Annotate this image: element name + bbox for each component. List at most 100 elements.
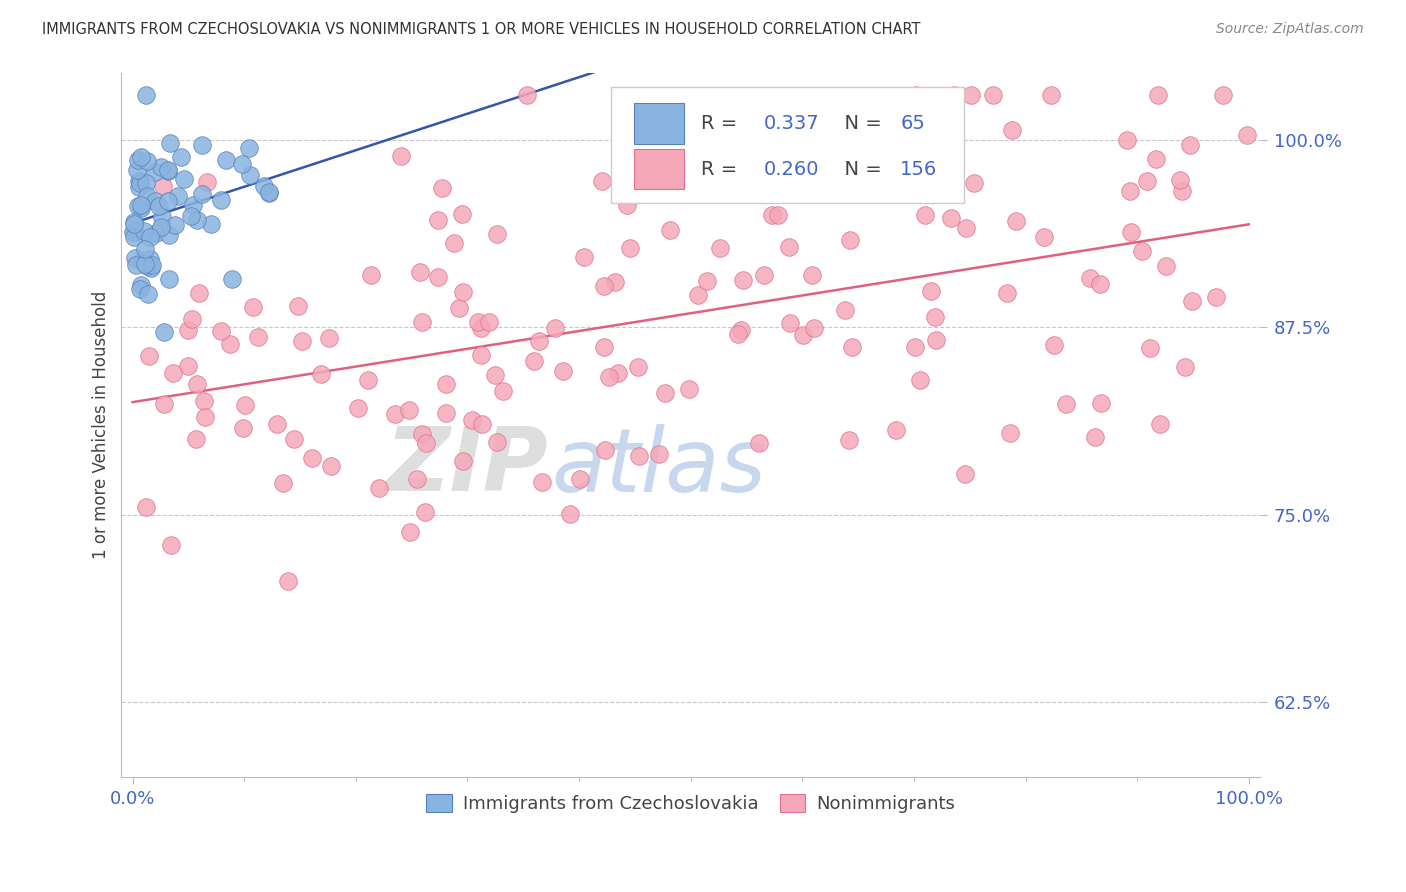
Point — [558, 507, 581, 521]
Point — [725, 98, 748, 112]
Point — [592, 279, 614, 293]
Point — [127, 199, 149, 213]
Point — [627, 359, 650, 374]
Point — [319, 458, 342, 473]
Point — [360, 268, 382, 282]
Point — [149, 160, 172, 174]
Point — [522, 354, 544, 368]
Point — [606, 366, 628, 380]
Point — [190, 187, 212, 202]
Point — [194, 409, 217, 424]
Text: IMMIGRANTS FROM CZECHOSLOVAKIA VS NONIMMIGRANTS 1 OR MORE VEHICLES IN HOUSEHOLD : IMMIGRANTS FROM CZECHOSLOVAKIA VS NONIMM… — [42, 22, 921, 37]
Point — [436, 376, 458, 391]
Point — [136, 154, 159, 169]
Point — [135, 259, 157, 273]
Text: N =: N = — [832, 114, 887, 133]
Point — [301, 451, 323, 466]
Point — [152, 397, 174, 411]
Point — [170, 150, 193, 164]
Text: atlas: atlas — [551, 424, 766, 510]
Point — [924, 333, 946, 347]
Point — [242, 300, 264, 314]
Point — [135, 189, 157, 203]
Point — [399, 524, 422, 539]
Point — [470, 417, 492, 431]
Point — [143, 165, 166, 179]
Point — [914, 209, 936, 223]
Point — [516, 88, 538, 103]
Point — [696, 273, 718, 287]
Point — [239, 168, 262, 182]
Point — [1119, 184, 1142, 198]
Point — [1078, 271, 1101, 285]
Point — [181, 312, 204, 326]
Point — [150, 210, 173, 224]
Point — [731, 273, 754, 287]
Point — [209, 193, 232, 207]
Point — [357, 374, 380, 388]
Point — [291, 334, 314, 348]
Point — [1088, 277, 1111, 291]
Point — [141, 258, 163, 272]
Point — [150, 219, 173, 234]
Point — [157, 272, 180, 286]
Point — [1032, 229, 1054, 244]
Text: Source: ZipAtlas.com: Source: ZipAtlas.com — [1216, 22, 1364, 37]
Point — [1156, 259, 1178, 273]
Point — [1139, 342, 1161, 356]
Point — [430, 181, 453, 195]
Point — [1056, 397, 1078, 411]
Point — [627, 449, 650, 463]
Point — [139, 252, 162, 266]
Point — [195, 175, 218, 189]
Point — [834, 302, 856, 317]
Point — [129, 201, 152, 215]
Point — [129, 282, 152, 296]
Text: 65: 65 — [900, 114, 925, 133]
Point — [166, 189, 188, 203]
Text: R =: R = — [702, 160, 744, 178]
Point — [415, 435, 437, 450]
Point — [709, 241, 731, 255]
Point — [619, 241, 641, 255]
Point — [779, 316, 801, 330]
Point — [943, 88, 966, 103]
Point — [616, 198, 638, 212]
Point — [648, 447, 671, 461]
Point — [215, 153, 238, 167]
Point — [159, 136, 181, 150]
Point — [960, 88, 983, 103]
Point — [939, 211, 962, 226]
Point — [125, 163, 148, 178]
Point — [128, 174, 150, 188]
Text: 0.337: 0.337 — [763, 114, 820, 133]
Point — [603, 275, 626, 289]
Text: N =: N = — [832, 160, 887, 178]
Point — [904, 341, 927, 355]
Point — [271, 475, 294, 490]
Point — [1205, 290, 1227, 304]
FancyBboxPatch shape — [634, 103, 683, 144]
Point — [134, 242, 156, 256]
Point — [135, 88, 157, 103]
Point — [163, 218, 186, 232]
Point — [527, 334, 550, 348]
Point — [1144, 152, 1167, 166]
Point — [1168, 173, 1191, 187]
Point — [924, 310, 946, 324]
Point — [157, 164, 180, 178]
Point — [253, 178, 276, 193]
Point — [219, 337, 242, 351]
Point — [1115, 133, 1137, 147]
Point — [544, 321, 567, 335]
FancyBboxPatch shape — [634, 149, 683, 189]
Point — [478, 315, 501, 329]
Point — [406, 473, 429, 487]
Point — [124, 217, 146, 231]
Point — [287, 299, 309, 313]
Point — [124, 252, 146, 266]
Point — [904, 88, 927, 103]
Point — [200, 217, 222, 231]
Point — [1212, 88, 1234, 103]
Point — [124, 225, 146, 239]
